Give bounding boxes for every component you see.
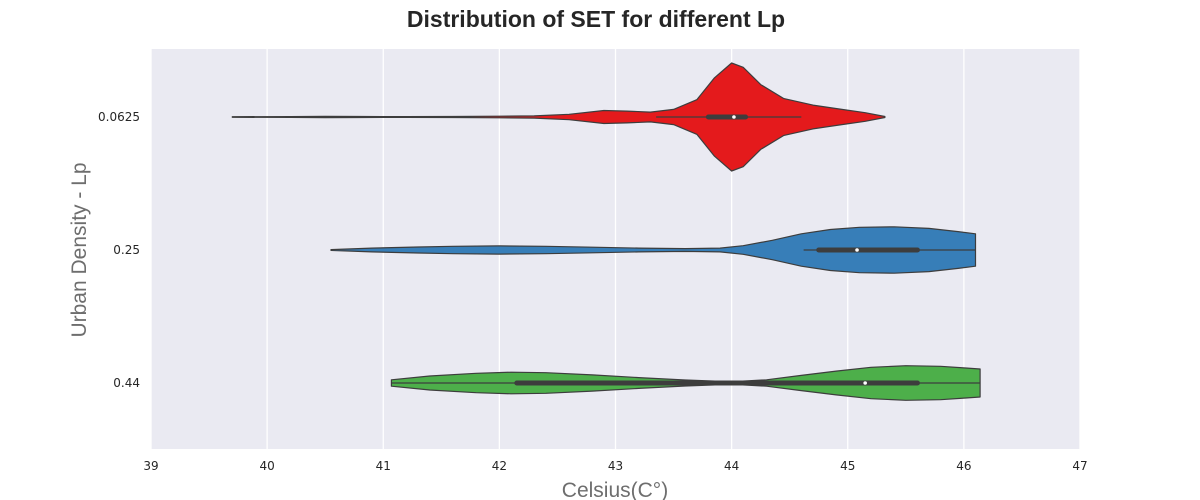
y-tick-label: 0.25 — [113, 243, 140, 257]
violin-median — [863, 381, 867, 385]
x-tick-label: 39 — [143, 459, 158, 473]
y-axis-label: Urban Density - Lp — [68, 162, 91, 337]
violin-0.0625 — [231, 62, 886, 172]
x-tick-label: 45 — [840, 459, 855, 473]
violin-median — [732, 115, 736, 119]
x-tick-label: 41 — [376, 459, 391, 473]
x-tick-label: 47 — [1072, 459, 1087, 473]
x-tick-label: 43 — [608, 459, 623, 473]
x-axis-label: Celsius(C°) — [562, 479, 668, 500]
x-tick-label: 42 — [492, 459, 507, 473]
violins — [231, 62, 981, 401]
violin-median — [855, 248, 859, 252]
y-tick-label: 0.0625 — [98, 110, 140, 124]
x-tick-label: 46 — [956, 459, 971, 473]
x-tick-labels: 39 40 41 42 43 44 45 46 47 — [143, 459, 1087, 473]
y-tick-label: 0.44 — [113, 376, 140, 390]
x-tick-label: 40 — [259, 459, 274, 473]
chart-title: Distribution of SET for different Lp — [407, 6, 785, 32]
x-tick-label: 44 — [724, 459, 739, 473]
violin-0.25 — [330, 226, 977, 274]
y-tick-labels: 0.0625 0.25 0.44 — [98, 110, 140, 390]
